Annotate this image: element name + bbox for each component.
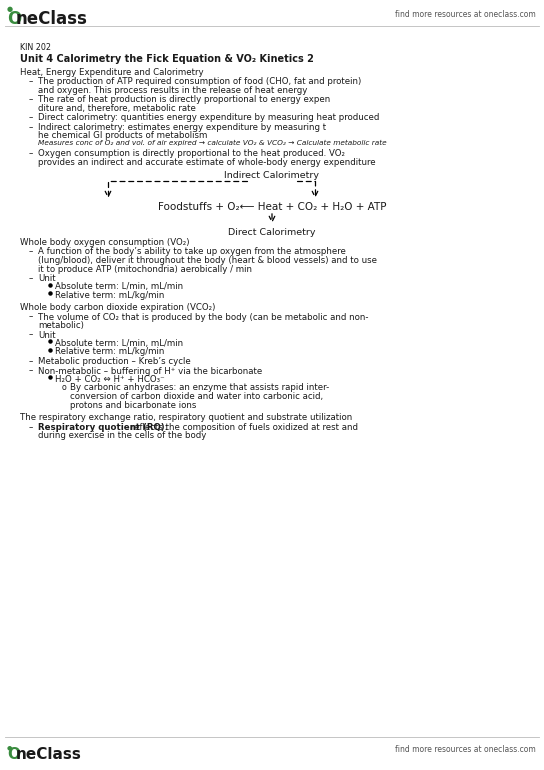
Text: o: o [62,383,67,393]
Text: Direct Calorimetry: Direct Calorimetry [228,228,316,237]
Text: Respiratory quotient (RQ):: Respiratory quotient (RQ): [38,423,168,432]
Text: Whole body carbon dioxide expiration (VCO₂): Whole body carbon dioxide expiration (VC… [20,303,215,312]
Text: The volume of CO₂ that is produced by the body (can be metabolic and non-: The volume of CO₂ that is produced by th… [38,313,368,322]
Text: Unit: Unit [38,330,55,340]
Text: Direct calorimetry: quantities energy expenditure by measuring heat produced: Direct calorimetry: quantities energy ex… [38,113,379,122]
Text: Indirect Calorimetry: Indirect Calorimetry [225,171,319,180]
Text: ●: ● [7,6,13,12]
Text: H₂O + CO₂ ⇔ H⁺ + HCO₃⁻: H₂O + CO₂ ⇔ H⁺ + HCO₃⁻ [55,375,165,384]
Text: Relative term: mL/kg/min: Relative term: mL/kg/min [55,291,164,300]
Text: Unit 4 Calorimetry the Fick Equation & VO₂ Kinetics 2: Unit 4 Calorimetry the Fick Equation & V… [20,54,314,64]
Text: Absolute term: L/min, mL/min: Absolute term: L/min, mL/min [55,283,183,292]
Text: neClass: neClass [15,747,82,762]
Text: Foodstuffs + O₂⟵ Heat + CO₂ + H₂O + ATP: Foodstuffs + O₂⟵ Heat + CO₂ + H₂O + ATP [158,202,386,212]
Text: Measures conc of O₂ and vol. of air expired → calculate VO₂ & VCO₂ → Calculate m: Measures conc of O₂ and vol. of air expi… [38,140,387,146]
Text: and oxygen. This process results in the release of heat energy: and oxygen. This process results in the … [38,86,307,95]
Text: –: – [29,423,33,432]
Text: –: – [29,367,33,376]
Text: –: – [29,149,33,159]
Text: it to produce ATP (mitochondria) aerobically / min: it to produce ATP (mitochondria) aerobic… [38,265,252,273]
Text: –: – [29,78,33,86]
Text: –: – [29,123,33,132]
Text: A function of the body’s ability to take up oxygen from the atmosphere: A function of the body’s ability to take… [38,247,346,256]
Text: The respiratory exchange ratio, respiratory quotient and substrate utilization: The respiratory exchange ratio, respirat… [20,413,353,423]
Text: –: – [29,330,33,340]
Text: (lung/blood), deliver it throughout the body (heart & blood vessels) and to use: (lung/blood), deliver it throughout the … [38,256,377,265]
Text: O: O [7,10,21,28]
Text: The rate of heat production is directly proportional to energy expen: The rate of heat production is directly … [38,95,330,105]
Text: conversion of carbon dioxide and water into carbonic acid,: conversion of carbon dioxide and water i… [70,392,323,401]
Text: Absolute term: L/min, mL/min: Absolute term: L/min, mL/min [55,339,183,348]
Text: Whole body oxygen consumption (VO₂): Whole body oxygen consumption (VO₂) [20,238,189,247]
Text: Heat, Energy Expenditure and Calorimetry: Heat, Energy Expenditure and Calorimetry [20,68,203,77]
Text: Indirect calorimetry: estimates energy expenditure by measuring t: Indirect calorimetry: estimates energy e… [38,123,326,132]
Text: neClass: neClass [16,10,88,28]
Text: ●: ● [7,745,13,750]
Text: diture and, therefore, metabolic rate: diture and, therefore, metabolic rate [38,104,196,113]
Text: –: – [29,247,33,256]
Text: –: – [29,357,33,366]
Text: By carbonic anhydrases: an enzyme that assists rapid inter-: By carbonic anhydrases: an enzyme that a… [70,383,329,393]
Text: Unit: Unit [38,274,55,283]
Text: The production of ATP required consumption of food (CHO, fat and protein): The production of ATP required consumpti… [38,78,361,86]
Text: protons and bicarbonate ions: protons and bicarbonate ions [70,400,196,410]
Text: Oxygen consumption is directly proportional to the heat produced. VO₂: Oxygen consumption is directly proportio… [38,149,345,159]
Text: Non-metabolic – buffering of H⁺ via the bicarbonate: Non-metabolic – buffering of H⁺ via the … [38,367,262,376]
Text: –: – [29,274,33,283]
Text: Relative term: mL/kg/min: Relative term: mL/kg/min [55,347,164,357]
Text: –: – [29,313,33,322]
Text: provides an indirect and accurate estimate of whole-body energy expenditure: provides an indirect and accurate estima… [38,158,375,167]
Text: KIN 202: KIN 202 [20,43,51,52]
Text: Metabolic production – Kreb’s cycle: Metabolic production – Kreb’s cycle [38,357,191,366]
Text: O: O [7,747,20,762]
Text: reflects the composition of fuels oxidized at rest and: reflects the composition of fuels oxidiz… [128,423,358,432]
Text: he chemical GI products of metabolism: he chemical GI products of metabolism [38,132,207,140]
Text: find more resources at oneclass.com: find more resources at oneclass.com [395,10,536,19]
Text: –: – [29,113,33,122]
Text: during exercise in the cells of the body: during exercise in the cells of the body [38,431,206,440]
Text: find more resources at oneclass.com: find more resources at oneclass.com [395,745,536,754]
Text: metabolic): metabolic) [38,321,84,330]
Text: –: – [29,95,33,105]
